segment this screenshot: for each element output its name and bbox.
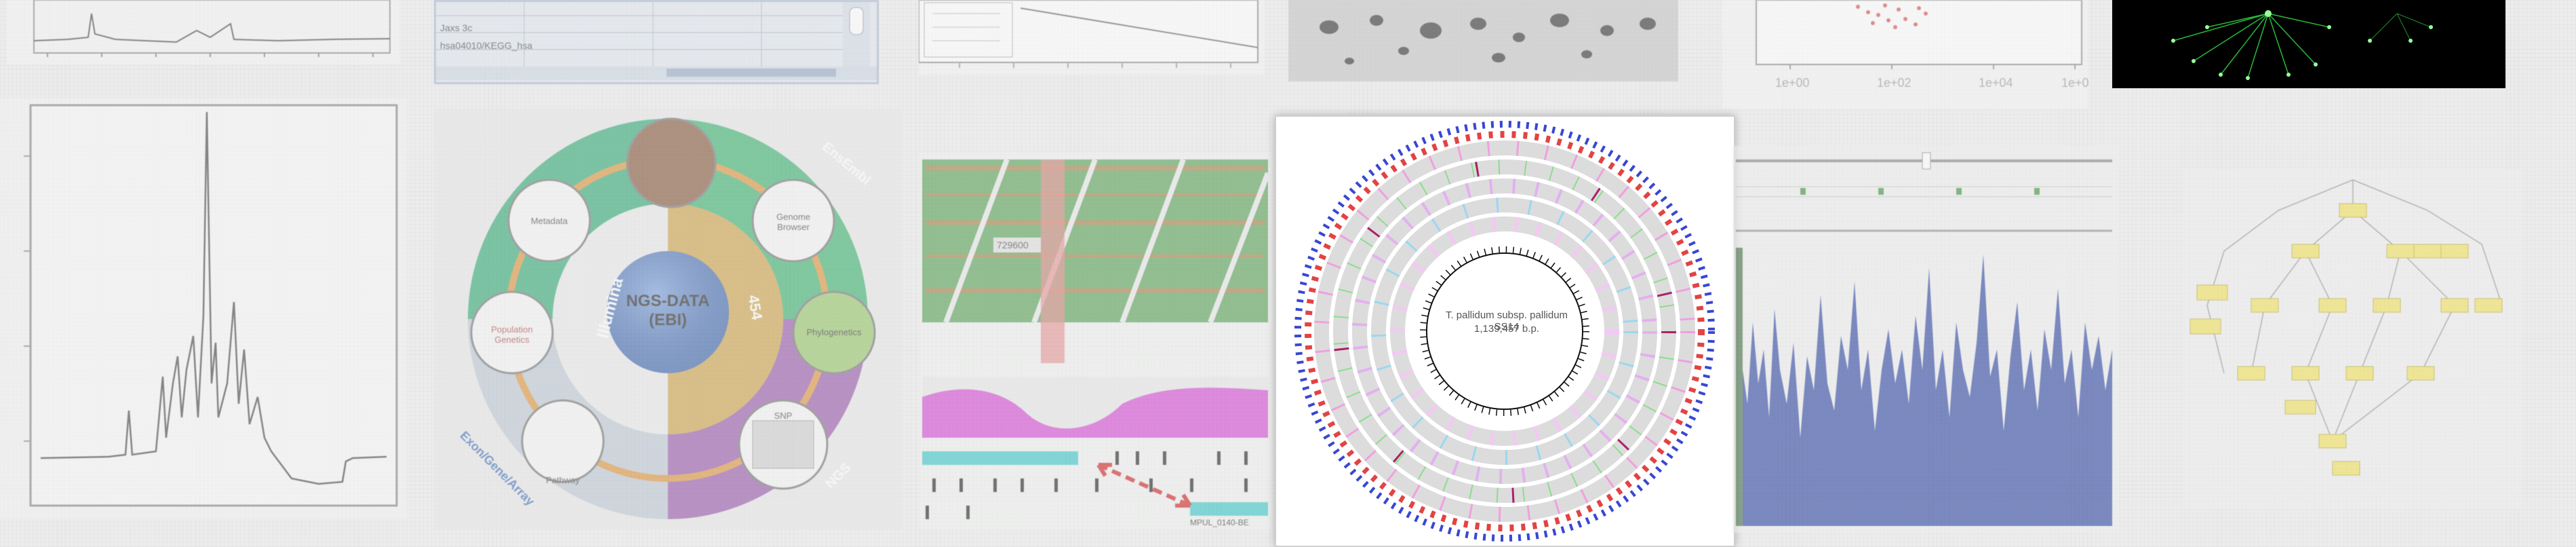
x-tick-1: 1e+00: [1775, 76, 1810, 90]
yellow-network-diagram: [2183, 170, 2522, 509]
node-top-right-label: Genome Browser: [776, 212, 810, 232]
top-green-graph-thumbnail[interactable]: [2112, 0, 2505, 88]
gene-label: MPUL_0140-BE: [1190, 518, 1249, 527]
node-left-label: Population Genetics: [491, 324, 533, 345]
table-grid: [436, 2, 877, 80]
table-row-2: hsa04010/KEGG_hsa: [440, 40, 533, 51]
top-line-plot: [7, 0, 400, 64]
node-bottom-left: [521, 399, 605, 483]
circular-genome-map: [1294, 121, 1715, 542]
organism-label: T. pallidum subsp. pallidum SS14: [1445, 309, 1568, 333]
ngs-data-wheel: [434, 109, 902, 529]
top-regression-plot: [919, 0, 1265, 75]
top-scatter-plot-thumbnail[interactable]: 1e+00 1e+02 1e+04 1e+0: [1722, 0, 2088, 109]
node-bottom-right-label: SNP: [774, 411, 793, 421]
node-top-left-label: Metadata: [530, 216, 568, 226]
coverage-histogram-thumbnail[interactable]: [1732, 146, 2119, 533]
node-right-label: Phylogenetics: [806, 327, 862, 337]
table-row-1: Jaxs 3c: [440, 22, 473, 33]
yellow-network-diagram-thumbnail[interactable]: [2183, 170, 2522, 509]
genome-alignment-view-thumbnail[interactable]: 729600 MPUL_0140-BE: [919, 153, 1271, 529]
top-gel-image-thumbnail[interactable]: [1288, 0, 1678, 81]
node-bottom-left-label: Pathway: [546, 475, 580, 485]
node-top-left: [507, 178, 591, 263]
top-line-plot-thumbnail[interactable]: [7, 0, 400, 64]
spectrum-line-plot: [0, 98, 407, 519]
node-left: [470, 290, 554, 375]
x-tick-2: 1e+02: [1877, 76, 1911, 90]
top-table-window-thumbnail[interactable]: Jaxs 3c hsa04010/KEGG_hsa: [434, 0, 879, 84]
top-green-graph: [2112, 0, 2505, 88]
node-top: [626, 117, 717, 208]
genome-size-label: 1,139,457 b.p.: [1474, 323, 1539, 335]
ngs-data-wheel-thumbnail[interactable]: NGS-DATA (EBI) Illumina 454 EnsEmbl NGS …: [434, 109, 902, 529]
genome-alignment-view: [919, 153, 1271, 529]
coverage-histogram: [1732, 146, 2119, 533]
node-top-right: [751, 178, 835, 263]
position-label: 729600: [997, 240, 1029, 250]
node-right: [792, 290, 876, 375]
x-tick-4: 1e+0: [2061, 76, 2088, 90]
top-regression-plot-thumbnail[interactable]: [919, 0, 1265, 75]
top-gel-image: [1288, 0, 1678, 81]
center-label: NGS-DATA (EBI): [626, 292, 710, 329]
x-tick-3: 1e+04: [1979, 76, 2013, 90]
circular-genome-map-thumbnail[interactable]: T. pallidum subsp. pallidum SS14 1,139,4…: [1275, 115, 1735, 547]
top-scatter-plot: [1722, 0, 2088, 109]
spectrum-line-plot-thumbnail[interactable]: [0, 98, 407, 519]
